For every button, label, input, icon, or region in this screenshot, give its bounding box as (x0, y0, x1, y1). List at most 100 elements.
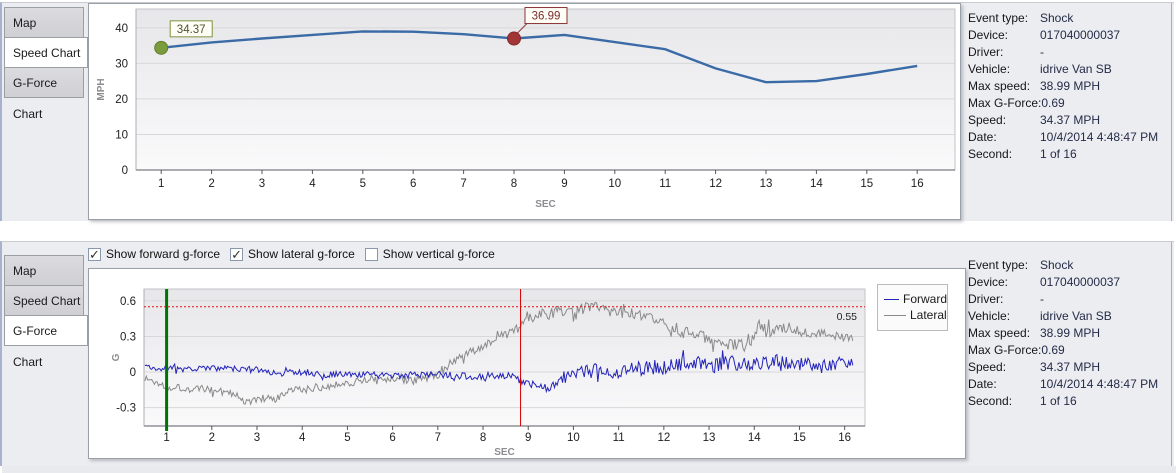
svg-text:15: 15 (860, 178, 873, 190)
svg-text:16: 16 (911, 178, 924, 190)
marker-dot-36.99[interactable] (507, 31, 521, 46)
svg-text:10: 10 (115, 129, 128, 141)
info-value: 0.69 (1041, 343, 1065, 357)
info-label: Device: (968, 275, 1009, 289)
checkbox-show-lateral-g-force[interactable]: ✓ Show lateral g-force (230, 245, 355, 263)
info-row-device-: Device: 017040000037 (968, 27, 1168, 44)
tab-g-force-chart[interactable]: G-Force Chart (4, 315, 88, 369)
checkbox-label: Show vertical g-force (382, 247, 495, 261)
checkbox-show-forward-g-force[interactable]: ✓ Show forward g-force (88, 245, 220, 263)
svg-text:1: 1 (163, 432, 169, 444)
series-line-lateral (144, 302, 854, 406)
info-row-date-: Date: 10/4/2014 4:48:47 PM (968, 376, 1168, 393)
tab-g-force-chart[interactable]: G-Force Chart (4, 67, 84, 121)
svg-text:13: 13 (760, 178, 773, 190)
info-value: Shock (1040, 258, 1074, 272)
checkbox-unchecked-icon[interactable] (364, 247, 378, 261)
info-value: idrive Van SB (1040, 62, 1112, 76)
speed-line (161, 30, 918, 84)
plot-area (135, 8, 956, 171)
info-row-vehicle-: Vehicle: idrive Van SB (968, 308, 1168, 325)
info-value: - (1040, 45, 1044, 59)
speed-chart-panel: Map Speed Chart G-Force Chart 0 10 20 30 40 1 2 3… (0, 2, 1174, 221)
svg-text:10: 10 (608, 178, 621, 190)
info-row-driver-: Driver: - (968, 291, 1168, 308)
info-label: Event type: (968, 258, 1029, 272)
info-label: Device: (968, 28, 1009, 42)
svg-text:3: 3 (259, 178, 265, 190)
svg-text:20: 20 (115, 94, 128, 106)
tab-map[interactable]: Map (4, 255, 84, 286)
svg-text:7: 7 (460, 178, 466, 190)
info-value: 017040000037 (1040, 28, 1121, 42)
info-label: Second: (968, 394, 1013, 408)
info-label: Speed: (968, 113, 1007, 127)
info-value: 017040000037 (1040, 275, 1121, 289)
info-value: 34.37 MPH (1040, 113, 1101, 127)
svg-text:14: 14 (748, 432, 761, 444)
marker-label-box (524, 7, 568, 25)
svg-text:16: 16 (838, 432, 851, 444)
tab-map[interactable]: Map (4, 7, 84, 38)
svg-text:0.3: 0.3 (120, 331, 136, 343)
marker-label-box (169, 20, 213, 38)
panel-right-edge (1171, 3, 1172, 221)
legend-line-icon (884, 314, 906, 316)
info-label: Date: (968, 130, 997, 144)
svg-text:6: 6 (389, 432, 395, 444)
info-label: Max speed: (968, 326, 1031, 340)
svg-text:7: 7 (435, 432, 441, 444)
svg-text:40: 40 (115, 23, 128, 35)
info-row-driver-: Driver: - (968, 44, 1168, 61)
svg-text:SEC: SEC (535, 199, 556, 210)
svg-text:SEC: SEC (494, 447, 515, 458)
info-row-event-type-: Event type: Shock (968, 10, 1168, 27)
tab-speed-chart[interactable]: Speed Chart (4, 285, 84, 316)
svg-text:4: 4 (309, 178, 316, 190)
info-label: Max G-Force: (968, 96, 1042, 110)
svg-text:9: 9 (561, 178, 567, 190)
checkbox-checked-icon[interactable]: ✓ (88, 246, 101, 262)
gforce-chart[interactable]: -0.300.30.61 2 3 4 5 6 7 8 9 10 11 12 13 14 15 16SECG0.… (89, 269, 965, 458)
checkbox-show-vertical-g-force[interactable]: Show vertical g-force (364, 245, 495, 263)
info-label: Max G-Force: (968, 343, 1042, 357)
event-info-panel-top: Event type: Shock Device: 017040000037 Drive… (968, 3, 1168, 163)
svg-text:0: 0 (130, 367, 136, 379)
info-row-max-speed-: Max speed: 38.99 MPH (968, 78, 1168, 95)
legend-entry-forward: Forward (884, 291, 947, 307)
svg-text:5: 5 (360, 178, 366, 190)
info-value: Shock (1040, 11, 1074, 25)
svg-text:15: 15 (793, 432, 806, 444)
svg-text:G: G (111, 353, 122, 361)
legend-label: Lateral (910, 308, 947, 322)
info-row-speed-: Speed: 34.37 MPH (968, 359, 1168, 376)
svg-text:8: 8 (511, 178, 517, 190)
tab-speed-chart[interactable]: Speed Chart (4, 37, 88, 68)
info-label: Driver: (968, 292, 1004, 306)
svg-text:11: 11 (613, 432, 625, 444)
svg-text:2: 2 (208, 178, 214, 190)
svg-text:2: 2 (209, 432, 215, 444)
svg-text:6: 6 (410, 178, 416, 190)
svg-text:5: 5 (344, 432, 350, 444)
info-row-second-: Second: 1 of 16 (968, 393, 1168, 410)
info-row-max-g-force-: Max G-Force: 0.69 (968, 95, 1168, 112)
info-label: Speed: (968, 360, 1007, 374)
info-label: Max speed: (968, 79, 1031, 93)
svg-text:MPH: MPH (96, 78, 107, 100)
legend-entry-lateral: Lateral (884, 307, 947, 323)
svg-text:8: 8 (480, 432, 486, 444)
window-bottom-strip (2, 466, 1176, 473)
series-line-forward (144, 350, 854, 394)
info-row-device-: Device: 017040000037 (968, 274, 1168, 291)
info-label: Second: (968, 147, 1013, 161)
svg-text:-0.3: -0.3 (116, 403, 136, 415)
marker-dot-34.37[interactable] (154, 40, 169, 55)
checkbox-checked-icon[interactable]: ✓ (230, 246, 244, 262)
gforce-legend: Forward Lateral (877, 284, 948, 331)
marker-label: 36.99 (532, 11, 561, 23)
info-row-speed-: Speed: 34.37 MPH (968, 112, 1168, 129)
tab-list-top: Map Speed Chart G-Force Chart (4, 7, 90, 121)
info-label: Vehicle: (968, 309, 1011, 323)
